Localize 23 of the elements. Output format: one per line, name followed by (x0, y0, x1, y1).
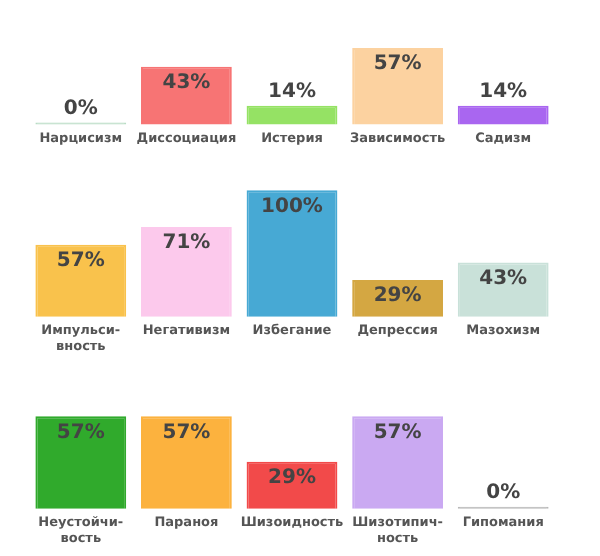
data-label: 57% (162, 421, 211, 444)
bar (35, 244, 127, 317)
data-label: 57% (56, 421, 105, 444)
data-label: 57% (373, 53, 422, 76)
bar (246, 190, 338, 317)
data-label: 29% (373, 285, 422, 308)
data-label: 57% (373, 421, 422, 444)
bar (352, 48, 444, 125)
bar (140, 227, 232, 317)
data-label: 29% (268, 466, 316, 489)
bar (246, 105, 338, 125)
bar (140, 66, 232, 125)
bar (457, 262, 549, 317)
data-label: 14% (268, 80, 316, 103)
data-label: 71% (162, 232, 211, 255)
data-label: 14% (479, 80, 528, 103)
bar (457, 105, 549, 125)
data-label: 0% (63, 97, 98, 120)
data-label: 43% (479, 267, 528, 290)
data-label: 43% (162, 72, 211, 95)
data-label: 100% (261, 195, 323, 218)
data-label: 0% (486, 481, 521, 504)
data-label: 57% (56, 249, 105, 272)
